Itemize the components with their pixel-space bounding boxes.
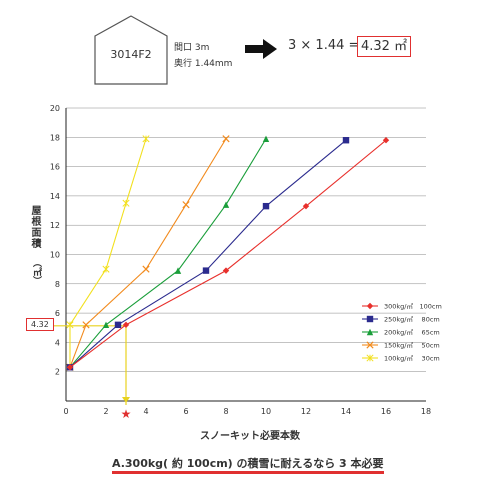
series-line [69,138,227,368]
answer-underline [112,471,384,474]
data-point [366,354,374,362]
data-point [142,135,150,143]
chart-legend: 300kg/㎡ 100cm 250kg/㎡ 80cm 200kg/㎡ 65cm 150… [362,302,442,363]
x-tick-label: 18 [421,407,431,416]
house-icon [94,15,168,85]
data-point [222,267,230,274]
answer-text: A.300kg( 約 100cm) の積雪に耐えるなら 3 本必要 [112,457,384,470]
legend-entry-label: 200kg/㎡ 65cm [384,328,440,337]
data-point [66,364,74,371]
y-tick-label: 10 [50,251,60,260]
data-point [366,341,374,349]
x-axis-label: スノーキット必要本数 [200,431,300,442]
series-line [69,138,267,368]
legend-entry-label: 300kg/㎡ 100cm [384,302,442,311]
data-point [366,302,374,310]
data-point [122,199,130,207]
y-tick-label: 4 [55,338,60,347]
reference-star-marker: ★ [121,407,132,421]
house-model-label: 3014F2 [110,48,152,61]
y-tick-label: 14 [50,192,60,201]
data-point-stroke [222,135,230,143]
data-point [262,202,270,210]
data-point-stroke [182,201,190,209]
data-point [102,265,110,273]
x-tick-label: 4 [143,407,148,416]
data-point-stroke [82,321,90,329]
data-point [142,265,150,273]
data-point [122,321,130,329]
x-tick-label: 0 [63,407,68,416]
right-arrow-icon [245,39,277,59]
area-result: 4.32 ㎡ [357,36,412,57]
data-point [262,135,270,142]
data-point [222,135,230,143]
data-point [66,321,74,329]
x-tick-label: 14 [341,407,351,416]
y-axis-unit: （㎡） [31,258,41,285]
data-point [366,315,374,323]
series-line [69,139,347,368]
y-tick-label: 12 [50,221,60,230]
data-point [174,267,182,274]
data-point [302,202,310,210]
legend-entry-label: 100kg/㎡ 30cm [384,354,440,363]
reference-value-box: 4.32 [26,318,54,331]
y-tick-label: 20 [50,104,60,113]
data-point [222,201,230,208]
x-tick-label: 2 [103,407,108,416]
reference-lines: ★ [52,324,132,421]
reference-arrowhead [122,397,130,403]
chart-ticks: 2 4 6 8 10 12 14 16 18 20 0 2 4 6 8 10 12 14 16 18 [50,104,431,416]
y-tick-label: 18 [50,133,60,142]
x-tick-label: 6 [183,407,188,416]
data-point [342,137,350,144]
depth-label: 奥行 1.44mm [174,59,233,69]
data-point [202,267,210,274]
data-point-stroke [142,265,150,273]
x-tick-label: 8 [223,407,228,416]
data-point [82,321,90,329]
data-point [102,321,110,329]
y-tick-label: 6 [55,309,60,318]
chart-grid [66,107,426,372]
y-tick-label: 16 [50,163,60,172]
data-point [366,328,374,336]
y-axis-label: 屋根面積 [29,205,40,249]
x-tick-label: 12 [301,407,311,416]
chart-series [66,135,390,371]
y-tick-label: 2 [55,368,60,377]
y-tick-label: 8 [55,280,60,289]
area-formula: 3 × 1.44 = [288,38,360,53]
frontage-label: 間口 3m [174,43,210,53]
data-point-stroke [366,341,374,349]
x-tick-label: 16 [381,407,391,416]
data-point [182,201,190,209]
legend-entry-label: 150kg/㎡ 50cm [384,341,440,350]
legend-entry-label: 250kg/㎡ 80cm [384,315,440,324]
series-line [69,139,387,368]
data-point [382,137,390,144]
data-point [114,321,122,329]
x-tick-label: 10 [261,407,271,416]
